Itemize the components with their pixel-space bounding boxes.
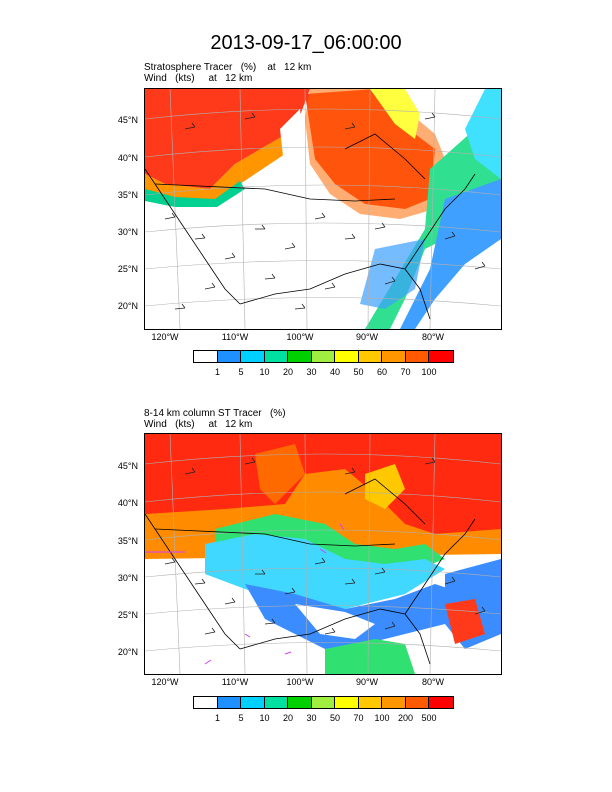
colorbar-swatch — [405, 697, 429, 708]
colorbar-tick-label: 70 — [400, 367, 411, 377]
colorbar-swatch — [311, 351, 335, 362]
colorbar-tick-label: 200 — [397, 713, 414, 723]
colorbar-tick-label: 50 — [329, 713, 340, 723]
colorbar-swatch — [311, 697, 335, 708]
colorbar-tick-label: 40 — [329, 367, 340, 377]
panel1-map — [144, 88, 502, 330]
colorbar-tick-label: 500 — [421, 713, 437, 723]
panel1-lat-label: 45°N — [117, 115, 138, 125]
panel2-lon-label: 110°W — [221, 677, 249, 687]
panel1-label-line1: Stratosphere Tracer (%) at 12 km — [144, 62, 312, 73]
colorbar-tick-label: 1 — [214, 713, 220, 723]
panel2-lon-label: 100°W — [286, 677, 314, 687]
colorbar-swatch — [429, 697, 453, 708]
panel1-wind-barbs — [164, 112, 486, 310]
colorbar-swatch — [264, 351, 288, 362]
panel2-lat-label: 20°N — [117, 647, 138, 657]
panel2-lon-label: 90°W — [355, 677, 379, 687]
colorbar-swatch — [335, 351, 359, 362]
colorbar-swatch — [194, 351, 218, 362]
panel1-lat-label: 20°N — [117, 301, 138, 311]
panel1-lat-label: 35°N — [117, 190, 138, 200]
panel2-map-svg — [145, 434, 501, 674]
panel1-blue-gulf — [360, 239, 425, 309]
panel1-lon-label: 90°W — [355, 332, 379, 342]
panel2-green-south — [325, 639, 415, 674]
panel1-cyan-east — [465, 89, 501, 179]
panel2-map — [144, 433, 502, 675]
colorbar-tick-label: 10 — [259, 713, 270, 723]
panel1-graticule — [145, 89, 501, 329]
colorbar-tick-label: 30 — [306, 367, 317, 377]
panel2-coastlines — [145, 478, 476, 665]
panel1-yellow-east — [370, 89, 420, 139]
panel2-lat-label: 45°N — [117, 461, 138, 471]
colorbar-tick-label: 20 — [282, 367, 293, 377]
colorbar-swatch — [382, 697, 406, 708]
colorbar-swatch — [194, 697, 218, 708]
panel2-lat-label: 40°N — [117, 498, 138, 508]
colorbar-tick-label: 10 — [259, 367, 270, 377]
colorbar-tick-label: 100 — [374, 713, 390, 723]
panel1-green-band-west — [145, 181, 245, 207]
colorbar-tick-label: 70 — [353, 713, 364, 723]
colorbar-tick-label: 60 — [376, 367, 387, 377]
panel2-label-line2: Wind (kts) at 12 km — [144, 419, 253, 430]
colorbar-swatch — [358, 351, 382, 362]
colorbar-swatch — [335, 697, 359, 708]
colorbar-swatch — [241, 351, 265, 362]
colorbar-tick-label: 1 — [214, 367, 220, 377]
panel1-lon-label: 120°W — [151, 332, 179, 342]
colorbar-swatch — [241, 697, 265, 708]
panel2-graticule — [145, 434, 501, 674]
panel2-wind-barbs — [164, 457, 486, 635]
panel1-coastlines — [145, 133, 476, 320]
colorbar-tick-label: 5 — [238, 713, 244, 723]
colorbar-swatch — [288, 697, 312, 708]
panel1-lon-label: 100°W — [286, 332, 314, 342]
panel1-map-svg — [145, 89, 501, 329]
panel2-white-hole — [295, 604, 375, 639]
colorbar-swatch — [382, 351, 406, 362]
colorbar-swatch — [288, 351, 312, 362]
panel1-lat-label: 25°N — [117, 264, 138, 274]
panel2-colorbar — [193, 696, 454, 709]
panel2-magenta-speckles — [145, 523, 345, 665]
panel1-red-field-west — [145, 89, 310, 189]
colorbar-tick-label: 20 — [282, 713, 293, 723]
colorbar-tick-label: 100 — [421, 367, 437, 377]
colorbar-swatch — [429, 351, 453, 362]
map-title: 2013-09-17_06:00:00 — [210, 32, 402, 54]
panel2-lon-label: 120°W — [151, 677, 179, 687]
panel2-yellow-blob — [365, 464, 405, 509]
colorbar-swatch — [217, 697, 241, 708]
panel2-lat-label: 30°N — [117, 573, 138, 583]
colorbar-swatch — [358, 697, 382, 708]
panel2-label-line1: 8-14 km column ST Tracer (%) — [144, 408, 286, 419]
colorbar-tick-label: 5 — [238, 367, 244, 377]
panel2-orange-streak — [255, 444, 305, 504]
panel2-lon-label: 80°W — [421, 677, 445, 687]
panel2-lat-label: 35°N — [117, 536, 138, 546]
panel1-lat-label: 40°N — [117, 153, 138, 163]
panel1-lon-label: 80°W — [421, 332, 445, 342]
panel1-white-notch — [280, 109, 305, 184]
panel2-lat-label: 25°N — [117, 610, 138, 620]
colorbar-tick-label: 50 — [353, 367, 364, 377]
panel1-blue-east — [400, 179, 501, 329]
panel1-colorbar — [193, 350, 454, 363]
panel1-lat-label: 30°N — [117, 227, 138, 237]
colorbar-swatch — [264, 697, 288, 708]
colorbar-swatch — [217, 351, 241, 362]
panel1-lon-label: 110°W — [221, 332, 249, 342]
colorbar-tick-label: 30 — [306, 713, 317, 723]
colorbar-swatch — [405, 351, 429, 362]
panel1-label-line2: Wind (kts) at 12 km — [144, 73, 253, 84]
